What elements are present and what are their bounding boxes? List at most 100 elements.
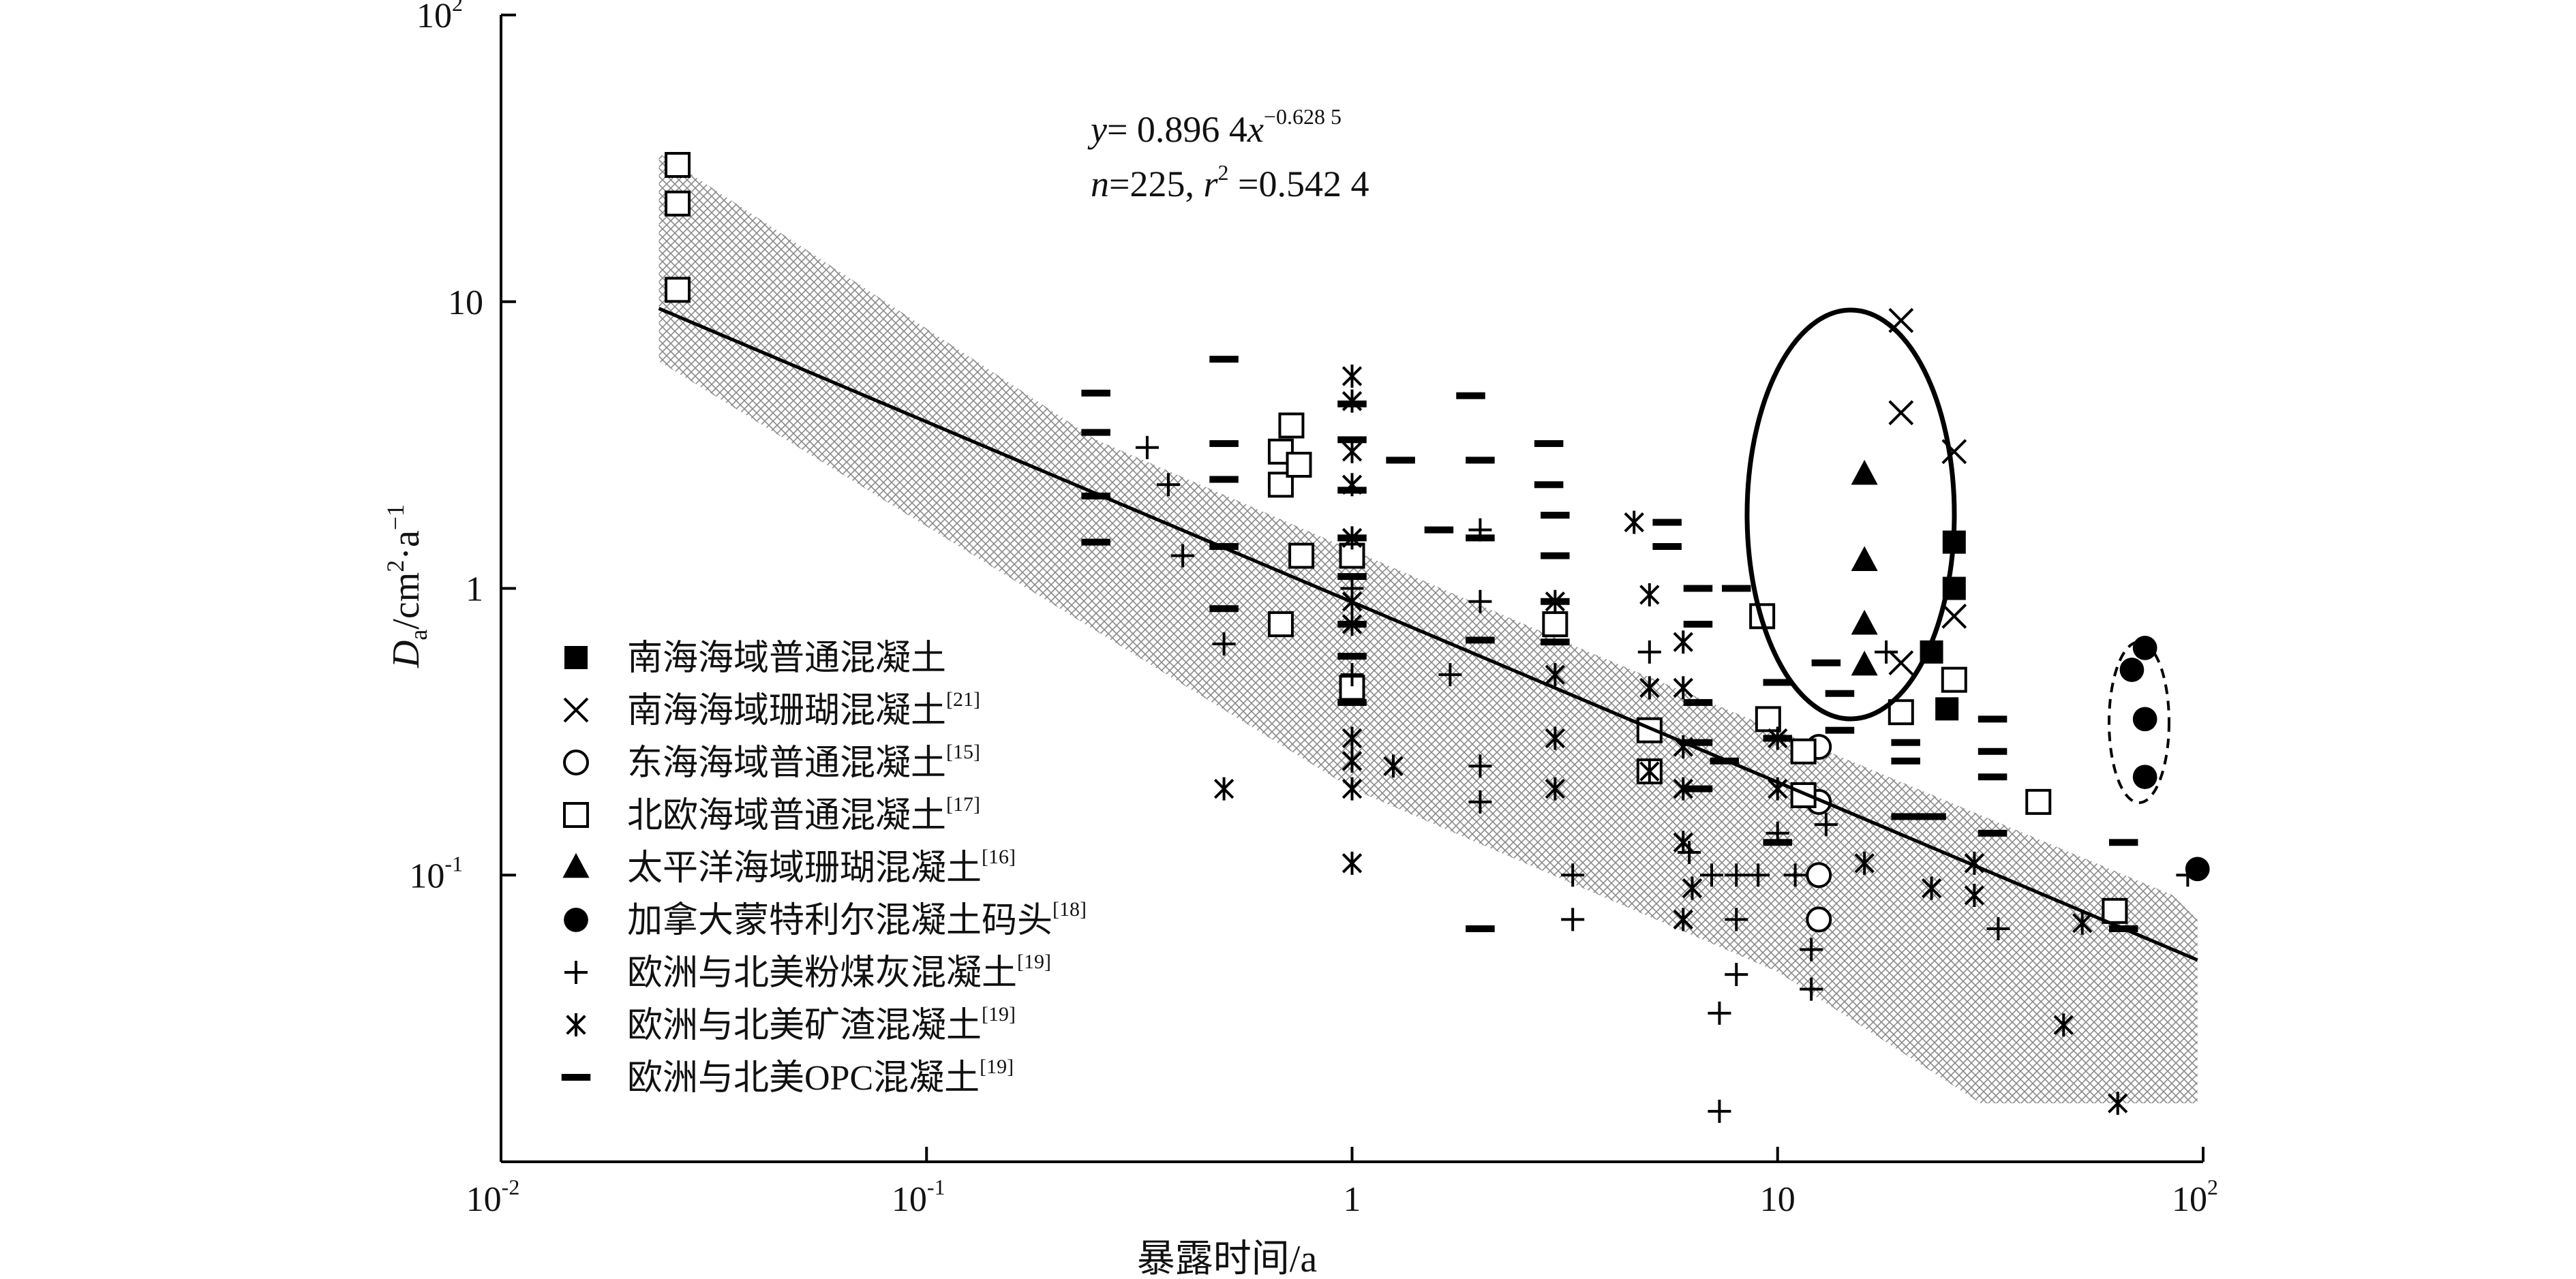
data-point	[2108, 839, 2138, 846]
data-point	[1800, 938, 1823, 961]
data-point	[1652, 519, 1682, 526]
legend-label: 欧洲与北美OPC混凝土[19]	[627, 1055, 1014, 1098]
data-point	[1746, 863, 1770, 887]
data-point	[1534, 440, 1564, 447]
legend-symbol	[563, 750, 589, 775]
data-point	[1811, 659, 1841, 666]
data-point	[1542, 611, 1569, 638]
data-point	[1561, 863, 1585, 887]
legend-item: 欧洲与北美粉煤灰混凝土[19]	[564, 951, 1051, 993]
data-point	[1763, 735, 1792, 742]
legend-label: 南海海域普通混凝土	[627, 639, 946, 678]
data-point	[665, 190, 691, 217]
data-points	[665, 152, 2210, 1123]
data-point	[1156, 473, 1180, 497]
data-point	[1678, 840, 1701, 864]
data-point	[1337, 487, 1367, 494]
legend-label: 欧洲与北美矿渣混凝土[19]	[627, 1003, 1016, 1045]
x-tick-label: 1	[1344, 1180, 1361, 1219]
legend-label: 欧洲与北美粉煤灰混凝土[19]	[627, 951, 1051, 993]
data-point	[1978, 829, 2007, 837]
series-7	[1213, 364, 2128, 1115]
data-point	[1891, 757, 1920, 765]
data-point	[1825, 690, 1855, 697]
data-point	[1267, 611, 1294, 638]
data-point	[1466, 534, 1495, 542]
legend-item: 东海海域普通混凝土[15]	[563, 741, 980, 783]
y-tick-label: 102	[416, 0, 463, 35]
fit-line	[658, 307, 2198, 962]
montreal-group-ellipse	[2108, 641, 2170, 804]
data-point	[1673, 777, 1693, 801]
data-point	[1637, 640, 1661, 664]
data-point	[1851, 459, 1878, 485]
data-point	[2132, 636, 2157, 660]
data-point	[1545, 663, 1566, 687]
data-point	[1466, 925, 1495, 932]
data-point	[1888, 699, 1914, 726]
coral-group-ellipse	[1744, 307, 1957, 722]
data-point	[1209, 476, 1239, 483]
data-point	[1468, 754, 1492, 778]
data-point	[1342, 851, 1363, 875]
x-axis-label: 暴露时间/a	[1137, 1238, 1318, 1276]
legend-symbol	[564, 646, 588, 669]
data-point	[1545, 777, 1566, 801]
data-point	[2053, 1013, 2074, 1037]
legend-item: 南海海域普通混凝土	[564, 639, 946, 678]
data-point	[1534, 481, 1564, 489]
data-point	[1683, 585, 1713, 592]
data-point	[1342, 364, 1363, 388]
data-point	[1456, 392, 1485, 399]
legend-item: 欧洲与北美OPC混凝土[19]	[561, 1055, 1014, 1098]
data-point	[1722, 585, 1751, 592]
data-point	[2119, 658, 2145, 682]
data-point	[665, 152, 691, 179]
legend-symbol	[566, 1013, 586, 1036]
x-tick-label: 10-1	[892, 1175, 945, 1219]
data-point	[1978, 715, 2007, 723]
data-point	[1825, 726, 1855, 734]
data-point	[665, 277, 691, 303]
data-point	[1342, 777, 1363, 801]
legend-symbol	[564, 908, 588, 932]
data-point	[2132, 707, 2157, 732]
data-point	[1851, 609, 1878, 635]
data-point	[1561, 908, 1585, 931]
data-point	[1337, 653, 1367, 660]
legend-symbol	[561, 1074, 591, 1081]
data-point	[1763, 679, 1792, 686]
data-point	[1171, 544, 1195, 568]
y-tick-labels: 10-1 1 10 102	[409, 0, 483, 895]
data-point	[1683, 698, 1713, 706]
legend-symbol	[564, 961, 588, 984]
data-point	[1639, 760, 1660, 784]
data-point	[1342, 726, 1363, 750]
data-point	[1337, 400, 1367, 407]
data-point	[2072, 911, 2093, 935]
legend-item: 加拿大蒙特利尔混凝土码头[18]	[564, 898, 1087, 940]
data-point	[2025, 788, 2052, 815]
data-point	[1814, 813, 1838, 837]
legend-label: 加拿大蒙特利尔混凝土码头[18]	[627, 898, 1087, 940]
y-axis-label: Da/cm2·a−1	[382, 504, 432, 668]
data-point	[1342, 749, 1363, 773]
data-point	[1673, 676, 1693, 700]
data-point	[1921, 876, 1942, 900]
data-point	[1986, 916, 2010, 940]
legend-label: 南海海域珊瑚混凝土[21]	[627, 688, 980, 730]
data-point	[1209, 356, 1239, 363]
data-point	[1337, 573, 1367, 581]
data-point	[1209, 605, 1239, 613]
data-point	[1288, 542, 1315, 569]
data-point	[1213, 777, 1234, 801]
data-point	[1800, 977, 1823, 1001]
data-point	[1468, 589, 1492, 613]
legend-label: 北欧海域普通混凝土[17]	[627, 793, 980, 835]
data-point	[1337, 698, 1367, 706]
data-point	[1081, 538, 1110, 546]
data-point	[1541, 638, 1570, 646]
axes	[500, 14, 2204, 1163]
